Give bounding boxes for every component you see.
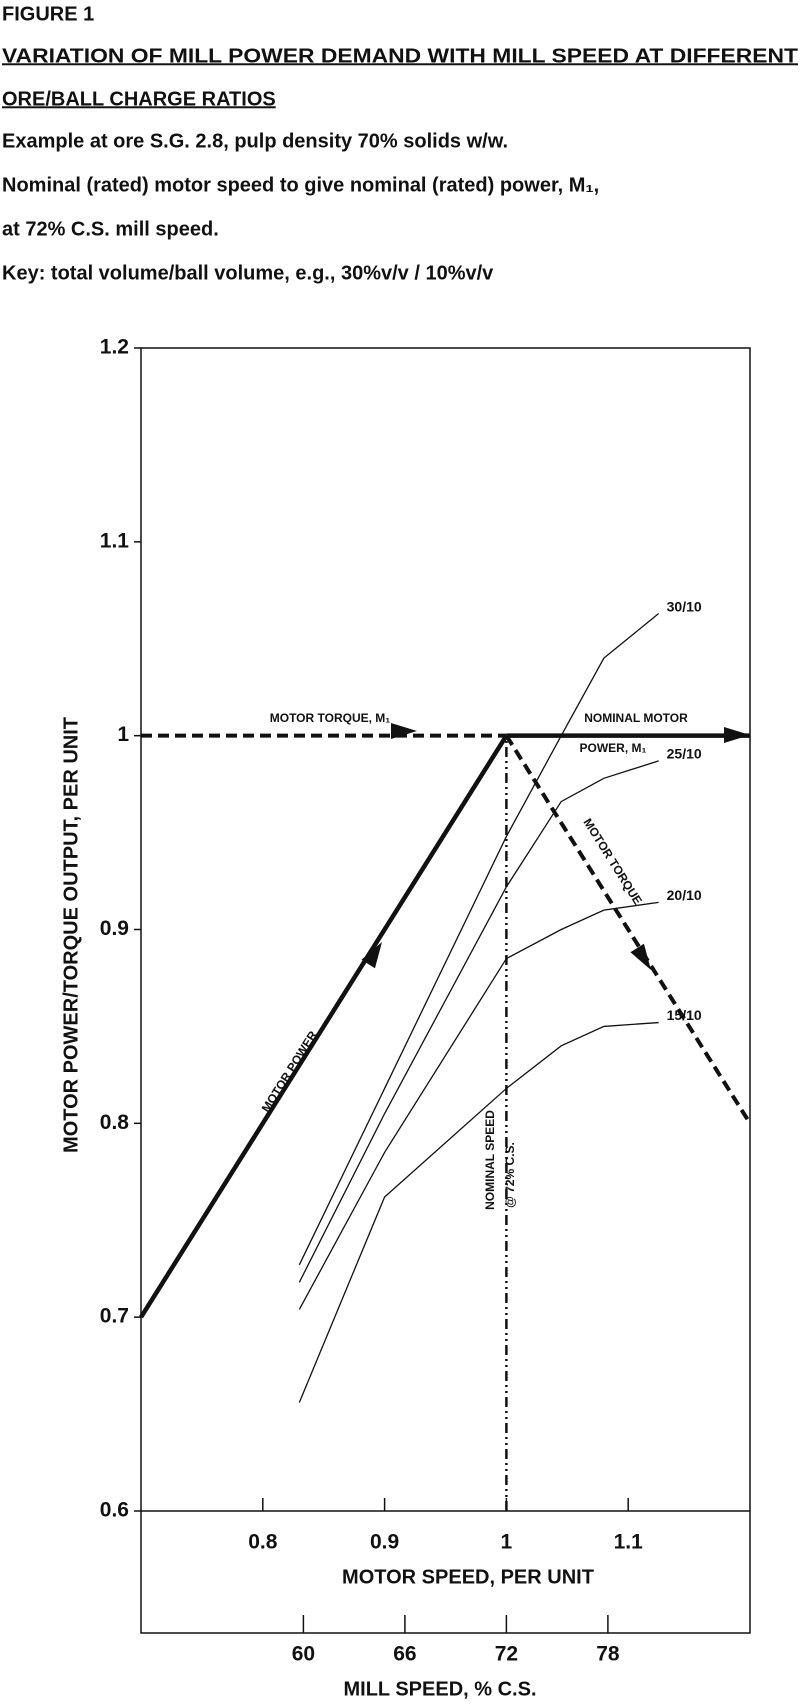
series-line <box>504 734 752 1125</box>
figure-label: FIGURE 1 <box>2 3 94 25</box>
x2-tick-label: 72 <box>495 1643 518 1666</box>
arrow-head <box>630 943 651 970</box>
y-tick-label: 0.8 <box>100 1111 130 1134</box>
series-label: 25/10 <box>667 746 702 762</box>
chart-title: ORE/BALL CHARGE RATIOS <box>2 88 276 110</box>
arrow-head <box>391 723 417 739</box>
x2-axis-title: MILL SPEED, % C.S. <box>344 1678 537 1700</box>
x-tick-label: 0.8 <box>248 1531 278 1554</box>
arrow-head <box>361 942 382 969</box>
x-tick-label: 1.1 <box>614 1531 644 1554</box>
y-tick-label: 1 <box>117 723 129 746</box>
subtitle: Key: total volume/ball volume, e.g., 30%… <box>2 262 494 284</box>
series-line <box>298 901 659 1310</box>
y-tick-label: 0.9 <box>100 917 129 940</box>
subtitle: at 72% C.S. mill speed. <box>2 218 219 240</box>
x-tick-label: 0.9 <box>370 1531 399 1554</box>
x2-tick-label: 60 <box>292 1643 315 1666</box>
y-tick-label: 1.2 <box>100 336 129 359</box>
y-tick-label: 1.1 <box>100 529 130 552</box>
series-label: 15/10 <box>667 1007 702 1023</box>
x-axis-title: MOTOR SPEED, PER UNIT <box>342 1566 594 1588</box>
series-line <box>298 1021 659 1403</box>
annotation: @ 72% C.S. <box>503 1142 517 1208</box>
chart-title: VARIATION OF MILL POWER DEMAND WITH MILL… <box>2 45 798 67</box>
y-tick-label: 0.7 <box>100 1305 129 1328</box>
y-tick-label: 0.6 <box>100 1499 129 1522</box>
subtitle: Nominal (rated) motor speed to give nomi… <box>2 174 599 196</box>
series-label: 20/10 <box>667 887 702 903</box>
series-label: MOTOR TORQUE <box>580 816 644 907</box>
x2-tick-label: 78 <box>596 1643 620 1666</box>
arrow-head <box>724 727 750 743</box>
series-line <box>139 734 509 1319</box>
x2-tick-label: 66 <box>393 1643 416 1666</box>
subtitle: Example at ore S.G. 2.8, pulp density 70… <box>2 130 508 152</box>
annotation: POWER, M₁ <box>580 741 647 755</box>
annotation: NOMINAL MOTOR <box>584 711 688 725</box>
series-label: MOTOR POWER <box>259 1028 321 1115</box>
x-tick-label: 1 <box>501 1531 513 1554</box>
annotation: NOMINAL SPEED <box>483 1110 497 1210</box>
series-label: 30/10 <box>667 598 702 614</box>
series-line <box>298 613 660 1266</box>
series-line <box>298 760 659 1283</box>
y-axis-title: MOTOR POWER/TORQUE OUTPUT, PER UNIT <box>60 717 82 1153</box>
series-label: MOTOR TORQUE, M₁ <box>270 711 391 725</box>
plot-frame <box>140 347 751 1634</box>
